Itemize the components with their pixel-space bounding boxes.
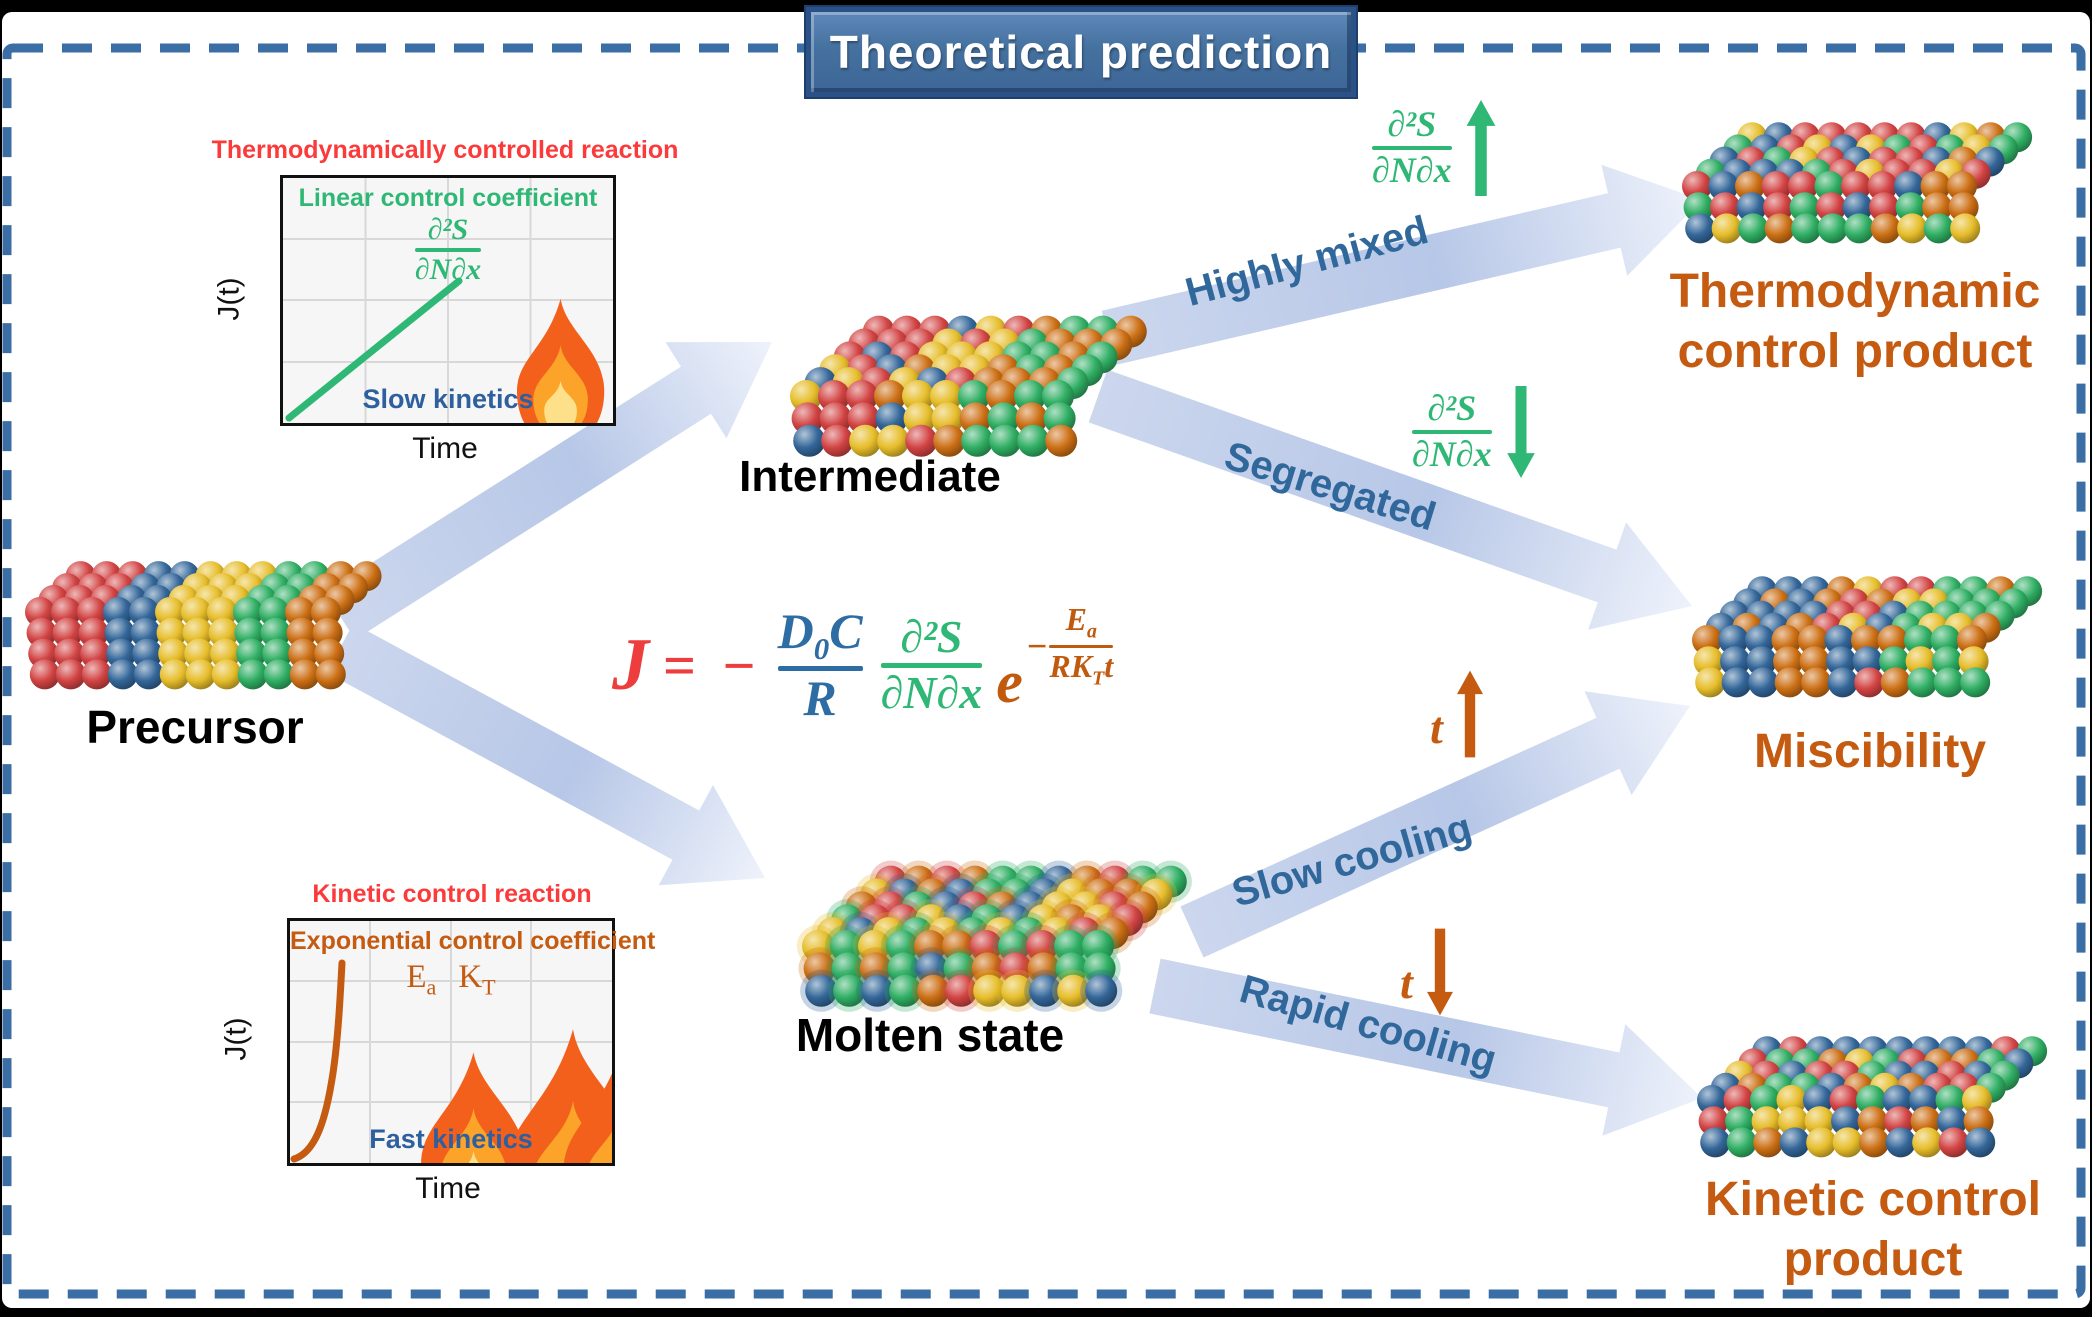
entropy-denominator: ∂N∂x	[880, 666, 983, 718]
entropy-up-denominator: ∂N∂x	[1372, 150, 1452, 190]
time-symbol: t	[1400, 956, 1413, 1008]
ea-symbol: Ea	[406, 959, 437, 1000]
kinetic-plot: Exponential control coefficient Ea KT Fas…	[287, 918, 656, 1166]
kt-symbol: KT	[458, 959, 496, 1000]
miscibility-cluster	[1692, 576, 2043, 698]
fraction-bar	[414, 247, 482, 252]
equation-relation: = −	[663, 632, 762, 698]
kinetic-plot-canvas	[290, 921, 612, 1163]
diffusion-numerator: D0C	[777, 602, 863, 666]
thermodynamic-product-line1: Thermodynamic	[1669, 265, 2041, 318]
entropy-increase-annotation: ∂²S ∂N∂x	[1372, 100, 1496, 196]
kinetic-product-line2: product	[1783, 1233, 1963, 1286]
equation-lhs: J	[612, 623, 649, 706]
thermodynamic-product-line2: control product	[1677, 325, 2033, 378]
exponent-minus: −	[1026, 626, 1048, 666]
entropy-fraction-equation: ∂²S ∂N∂x	[880, 610, 983, 718]
thermo-inset-title: Thermodynamically controlled reaction	[211, 136, 679, 164]
fraction-bar	[1049, 644, 1114, 648]
thermo-plot-canvas	[283, 178, 613, 423]
intermediate-label: Intermediate	[739, 452, 1001, 501]
miscibility-label: Miscibility	[1753, 725, 1987, 778]
intermediate-cluster	[790, 315, 1147, 457]
activation-params-label: Ea KT	[290, 959, 612, 1001]
kinetic-product-label: Kinetic control product	[1623, 1170, 2092, 1290]
time-symbol: t	[1430, 701, 1443, 753]
flux-equation: J = − D0C R ∂²S ∂N∂x e − Ea RKTt	[612, 580, 1352, 750]
block-arrow	[1149, 958, 1702, 1136]
thermo-product-cluster	[1682, 122, 2033, 244]
precursor-cluster	[25, 561, 382, 690]
nanoparticle-clusters	[25, 122, 2048, 1158]
entropy-up-numerator: ∂²S	[1387, 104, 1437, 145]
fraction-bar	[1372, 146, 1452, 150]
time-increase-annotation: t	[1430, 664, 1483, 764]
fast-kinetics-label: Fast kinetics	[369, 1124, 533, 1154]
title-banner: Theoretical prediction	[806, 7, 1356, 97]
linear-flux-curve	[285, 277, 463, 422]
block-arrow	[325, 342, 772, 640]
block-arrow	[326, 623, 765, 886]
activation-denominator: RKTt	[1049, 647, 1114, 689]
diffusion-denominator: R	[803, 670, 837, 727]
fraction-bar	[880, 662, 983, 668]
kinetic-x-axis-label: Time	[415, 1172, 481, 1205]
kinetic-product-line1: Kinetic control	[1704, 1173, 2042, 1226]
up-arrow-icon	[1466, 100, 1495, 196]
fraction-bar	[1412, 430, 1492, 434]
kinetic-product-cluster	[1697, 1036, 2048, 1158]
time-decrease-annotation: t	[1400, 922, 1453, 1022]
entropy-numerator: ∂²S	[900, 610, 963, 662]
entropy-decrease-annotation: ∂²S ∂N∂x	[1412, 386, 1536, 478]
kinetic-y-axis-label: J(t)	[219, 1017, 253, 1061]
diffusion-fraction: D0C R	[777, 602, 863, 727]
euler-e: e	[996, 648, 1023, 715]
block-arrow	[1088, 369, 1692, 630]
exponential-flux-curve	[290, 959, 346, 1163]
pathway-arrows	[325, 164, 1702, 1136]
linear-coefficient-label: Linear control coefficient	[298, 184, 598, 212]
exponential-coefficient-label: Exponential control coefficient	[290, 927, 656, 955]
block-arrow	[1101, 164, 1702, 366]
slow-kinetics-label: Slow kinetics	[362, 384, 534, 414]
fraction-numerator: ∂²S	[427, 213, 469, 246]
block-arrow	[1180, 691, 1690, 958]
down-arrow-icon	[1506, 386, 1535, 478]
thermo-plot: Linear control coefficient ∂²S ∂N∂x Slow…	[280, 175, 616, 426]
exponential-term: e − Ea RKTt	[996, 602, 1114, 717]
banner-title: Theoretical prediction	[829, 26, 1333, 78]
thermo-x-axis-label: Time	[412, 432, 478, 465]
thermodynamic-product-label: Thermodynamic control product	[1600, 262, 2092, 382]
molten-cluster	[796, 860, 1192, 1012]
down-arrow-icon	[1426, 928, 1453, 1016]
activation-fraction: Ea RKTt	[1049, 601, 1114, 689]
entropy-fraction-thermo: ∂²S ∂N∂x	[283, 214, 613, 285]
molten-state-label: Molten state	[795, 1009, 1065, 1061]
fraction-bar	[777, 666, 863, 672]
up-arrow-icon	[1456, 670, 1483, 758]
kinetic-inset-title: Kinetic control reaction	[312, 880, 592, 908]
precursor-label: Precursor	[86, 701, 304, 753]
exponent-group: − Ea RKTt	[1026, 601, 1114, 689]
thermo-y-axis-label: J(t)	[212, 277, 246, 321]
fraction-denominator: ∂N∂x	[414, 252, 482, 286]
entropy-down-denominator: ∂N∂x	[1412, 434, 1492, 474]
activation-numerator: Ea	[1065, 601, 1097, 643]
entropy-down-numerator: ∂²S	[1427, 388, 1477, 429]
